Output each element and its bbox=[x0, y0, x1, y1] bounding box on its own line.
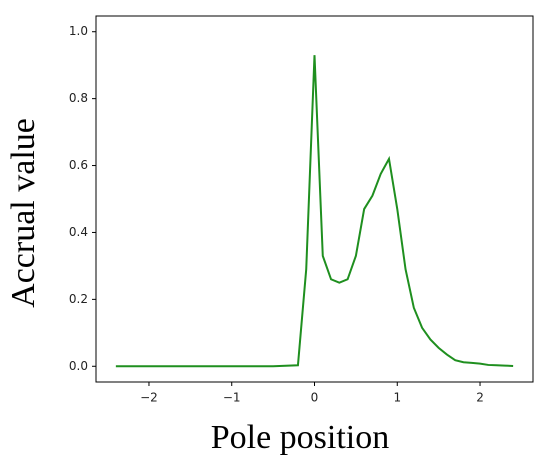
x-tick-label: 0 bbox=[311, 391, 319, 405]
x-tick-label: −1 bbox=[223, 391, 241, 405]
y-tick-label: 0.8 bbox=[69, 91, 88, 105]
y-axis-title: Accrual value bbox=[5, 118, 42, 308]
x-tick-label: 2 bbox=[476, 391, 484, 405]
y-tick-label: 1.0 bbox=[69, 24, 88, 38]
data-line bbox=[115, 55, 514, 368]
y-tick-label: 0.6 bbox=[69, 158, 88, 172]
y-tick-label: 0.0 bbox=[69, 359, 88, 373]
x-tick-label: 1 bbox=[393, 391, 401, 405]
y-tick-label: 0.4 bbox=[69, 225, 88, 239]
y-tick-label: 0.2 bbox=[69, 292, 88, 306]
x-axis-title: Pole position bbox=[211, 419, 390, 456]
x-tick-label: −2 bbox=[140, 391, 158, 405]
